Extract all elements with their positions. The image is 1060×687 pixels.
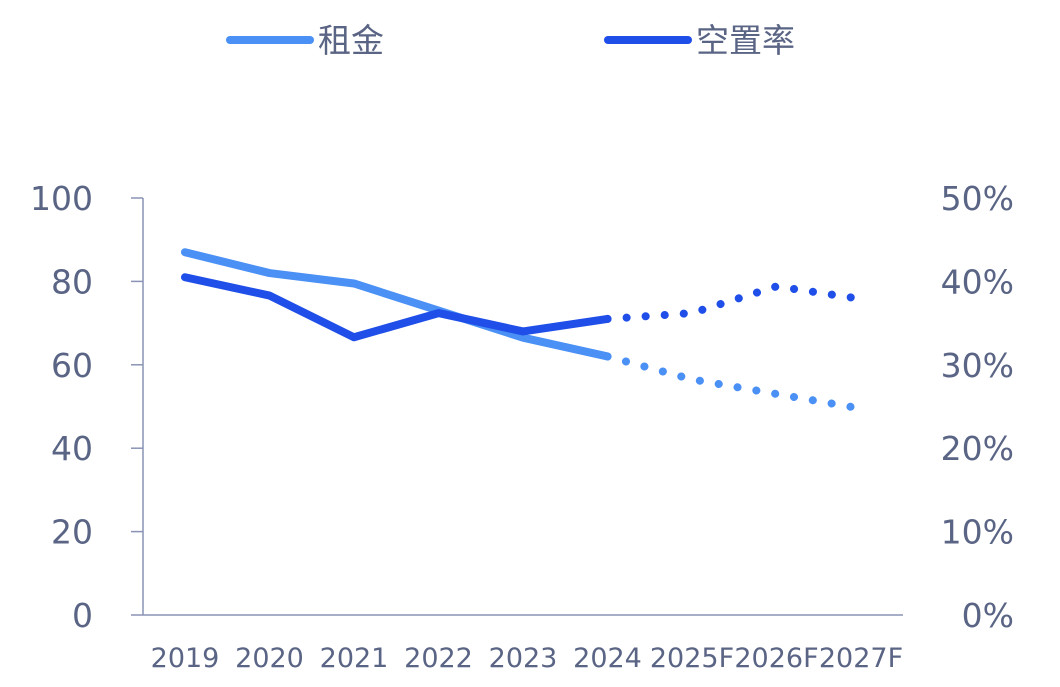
y-right-tick-label: 10%: [941, 513, 1014, 552]
y-left-tick-label: 20: [51, 513, 93, 552]
x-tick-label: 2025F: [650, 643, 734, 674]
x-tick-label: 2020: [235, 643, 304, 674]
y-left-tick-label: 60: [51, 346, 93, 385]
series-1-forecast-line: [603, 352, 865, 413]
legend-label: 租金: [318, 21, 384, 60]
y-left-tick-label: 0: [72, 596, 93, 635]
x-tick-label: 2024: [573, 643, 642, 674]
series-2-forecast-line: [603, 282, 865, 323]
series-2-actual-line: [181, 273, 612, 342]
legend-label: 空置率: [696, 21, 795, 60]
y-right-tick-label: 20%: [941, 429, 1014, 468]
y-right-tick-label: 30%: [941, 346, 1014, 385]
legend: 租金 空置率: [226, 21, 795, 60]
x-tick-label: 2019: [151, 643, 220, 674]
x-tick-label: 2022: [404, 643, 473, 674]
axes: 0 20 40 60 80 100 0% 10% 20% 30% 40% 50% 2019 2020 202…: [30, 179, 1014, 674]
series-1-actual-line: [181, 248, 612, 361]
x-tick-label: 2026F: [734, 643, 818, 674]
x-tick-label: 2021: [320, 643, 389, 674]
y-right-tick-label: 40%: [941, 262, 1014, 301]
y-left-tick-label: 100: [30, 179, 93, 218]
series-lines: [181, 248, 865, 413]
y-left-tick-label: 40: [51, 429, 93, 468]
x-tick-label: 2023: [489, 643, 558, 674]
y-right-tick-label: 50%: [941, 179, 1014, 218]
x-tick-label: 2027F: [819, 643, 903, 674]
y-right-tick-label: 0%: [962, 596, 1014, 635]
y-left-tick-label: 80: [51, 262, 93, 301]
